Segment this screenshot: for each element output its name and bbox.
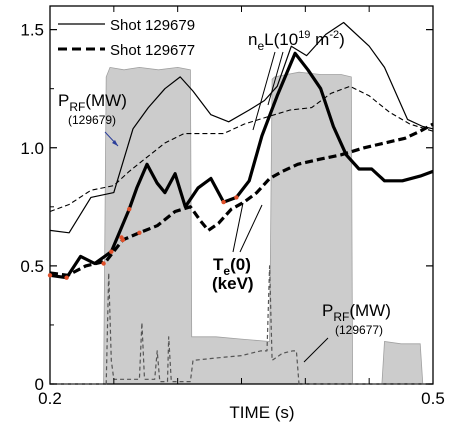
annotation-te0-arrow-2 xyxy=(239,204,263,253)
y-tick-label-1: 0.5 xyxy=(20,257,44,276)
x-tick-label-0: 0.2 xyxy=(38,389,62,408)
te-marker-9 xyxy=(137,230,142,235)
annotation-prf-129677-arrow xyxy=(303,337,329,363)
y-tick-label-3: 1.5 xyxy=(20,21,44,40)
x-tick-label-1: 0.5 xyxy=(421,389,445,408)
series-te0-129679-line xyxy=(49,51,434,280)
te-marker-2 xyxy=(109,249,114,254)
annotation-ne-l-arrow-1 xyxy=(252,51,276,131)
te-marker-0 xyxy=(47,273,53,278)
annotation-te0-unit: (keV) xyxy=(212,274,254,293)
x-axis-label: TIME (s) xyxy=(229,403,294,422)
te-marker-5 xyxy=(221,199,226,205)
annotation-prf-129677: PRF(MW) (129677) xyxy=(303,301,391,363)
y-tick-label-0: 0 xyxy=(35,375,44,394)
ticks-group: 0 0.5 1.0 1.5 0.2 0.5 xyxy=(20,6,445,408)
y-tick-label-2: 1.0 xyxy=(20,139,44,158)
annotation-prf-129679: PRF(MW) (129679) xyxy=(58,91,127,147)
annotation-prf-129677-label: PRF(MW) xyxy=(322,301,391,324)
legend: Shot 129679 Shot 129677 xyxy=(58,17,195,59)
te-markers-group xyxy=(47,195,239,280)
te-marker-4 xyxy=(127,207,132,212)
series-prf-129679-area xyxy=(50,66,433,385)
series-ne-l-129679-line xyxy=(49,21,434,234)
annotation-te0-label: Te(0) xyxy=(213,255,251,278)
legend-label-shot-129677: Shot 129677 xyxy=(110,42,195,59)
series-prf-129677-line xyxy=(50,265,433,385)
annotation-te0: Te(0) (keV) xyxy=(212,202,263,293)
annotation-prf-129679-label: PRF(MW) xyxy=(58,91,127,114)
te-marker-6 xyxy=(234,195,239,200)
annotation-prf-129677-shot: (129677) xyxy=(335,323,383,337)
te-marker-8 xyxy=(120,237,126,243)
annotation-ne-l-arrow-2 xyxy=(267,51,284,106)
legend-label-shot-129679: Shot 129679 xyxy=(110,17,195,34)
annotation-prf-129679-arrowhead xyxy=(112,140,118,146)
prf-129679-fill-group xyxy=(50,66,433,385)
annotation-ne-l-text: neL(1019 m-2) xyxy=(248,29,345,53)
annotation-te0-arrow-1 xyxy=(232,202,244,253)
te-marker-1 xyxy=(64,275,69,280)
te-marker-7 xyxy=(101,261,106,266)
annotation-ne-l: neL(1019 m-2) xyxy=(248,29,345,131)
annotation-prf-129679-shot: (129679) xyxy=(68,113,116,127)
series-ne-l-129677-line xyxy=(49,85,434,213)
